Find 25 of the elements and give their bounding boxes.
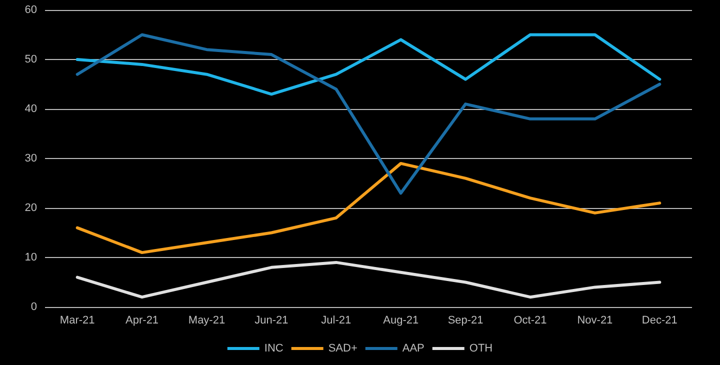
x-tick-label: May-21	[188, 314, 226, 326]
y-tick-label: 10	[24, 252, 37, 264]
x-tick-label: Mar-21	[60, 314, 95, 326]
line-series	[76, 33, 662, 96]
x-tick-label: Nov-21	[577, 314, 613, 326]
y-tick-label: 60	[24, 4, 37, 16]
line-series	[76, 33, 662, 195]
legend-label: SAD+	[328, 342, 358, 354]
y-tick-label: 50	[24, 54, 37, 66]
line-series	[76, 260, 662, 299]
y-tick-label: 30	[24, 152, 37, 164]
y-tick-label: 20	[24, 202, 37, 214]
x-tick-label: Jun-21	[254, 314, 288, 326]
line-series	[76, 162, 662, 254]
y-tick-label: 40	[24, 103, 37, 115]
legend-label: AAP	[402, 342, 424, 354]
x-tick-label: Aug-21	[383, 314, 419, 326]
y-tick-label: 0	[30, 301, 37, 313]
x-tick-label: Apr-21	[126, 314, 159, 326]
x-tick-label: Sep-21	[448, 314, 484, 326]
x-tick-label: Jul-21	[321, 314, 352, 326]
x-tick-label: Oct-21	[514, 314, 547, 326]
legend-label: OTH	[469, 342, 493, 354]
legend-label: INC	[264, 342, 284, 354]
x-tick-label: Dec-21	[642, 314, 678, 326]
